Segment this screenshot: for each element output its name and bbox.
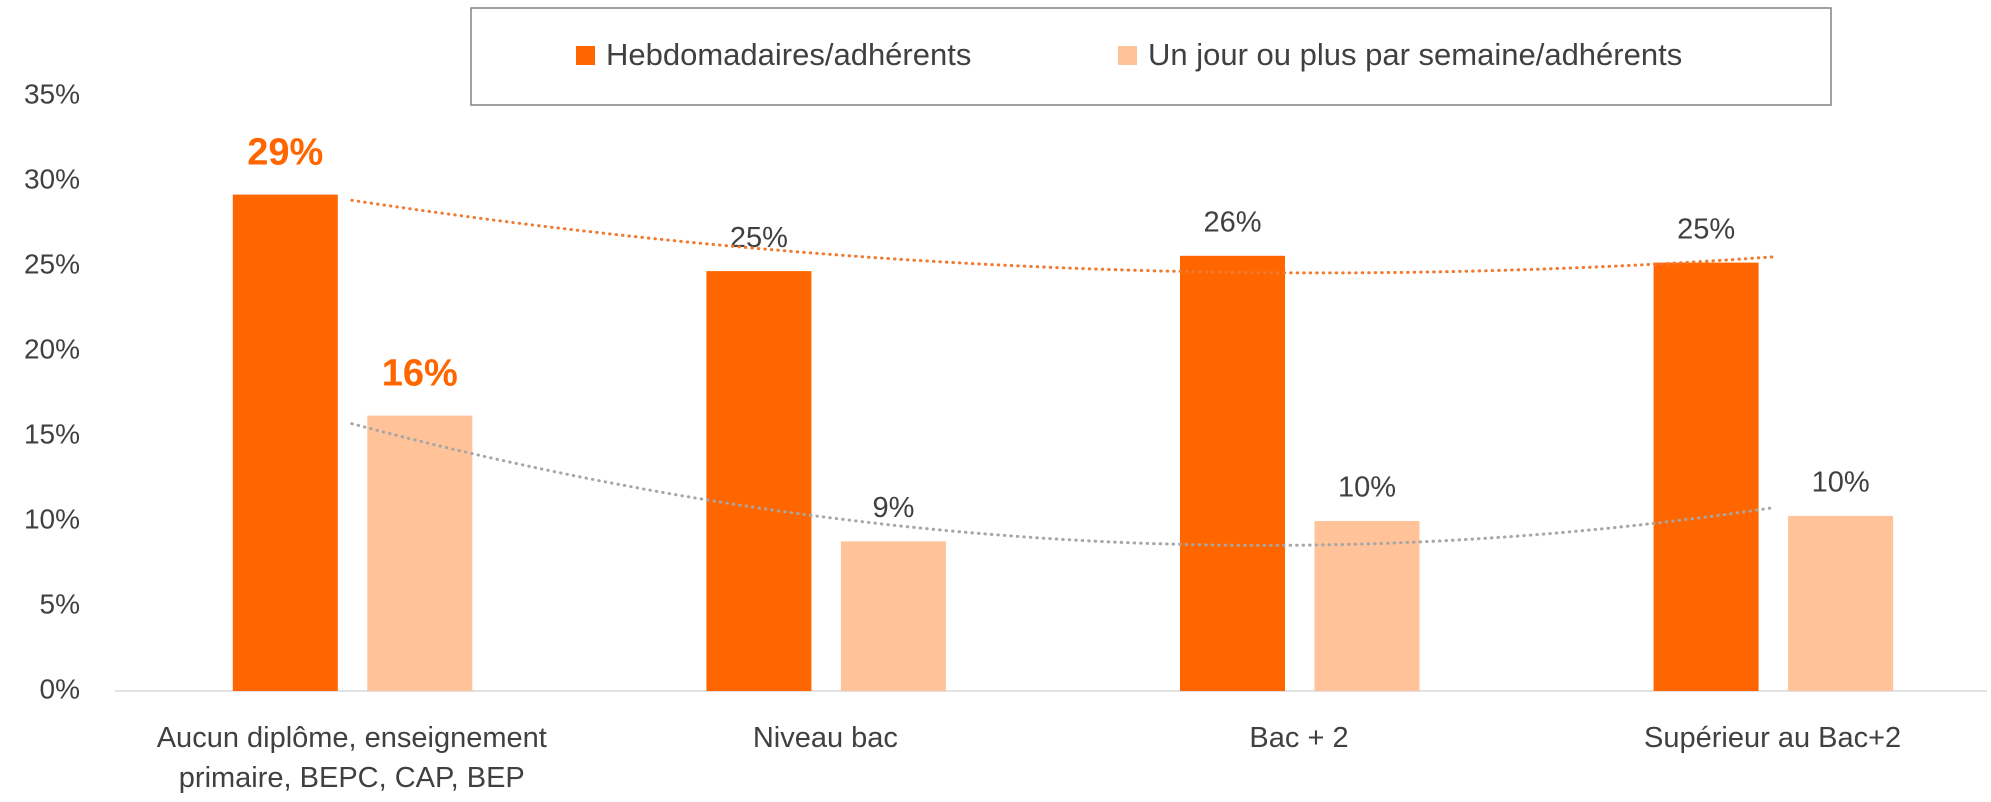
bar xyxy=(840,541,946,691)
bar xyxy=(1788,515,1894,691)
bar xyxy=(1180,255,1285,692)
legend-box xyxy=(470,7,1832,106)
data-label: 10% xyxy=(1338,472,1396,504)
trend-line xyxy=(350,422,1775,547)
data-label: 9% xyxy=(872,492,914,524)
y-tick-label: 30% xyxy=(24,163,80,194)
x-tick-label: Niveau bac xyxy=(752,722,898,754)
data-label: 10% xyxy=(1812,467,1870,499)
y-tick-label: 0% xyxy=(40,673,80,704)
bar xyxy=(1653,262,1759,691)
bar xyxy=(232,194,338,691)
legend-label: Un jour ou plus par semaine/adhérents xyxy=(1148,37,1682,72)
x-tick-label: Bac + 2 xyxy=(1249,722,1349,754)
y-tick-label: 10% xyxy=(24,503,80,534)
x-tick-label: Aucun diplôme, enseignement primaire, BE… xyxy=(156,722,547,794)
y-tick-label: 35% xyxy=(24,78,80,109)
y-tick-label: 5% xyxy=(40,588,80,619)
data-label: 25% xyxy=(1677,213,1735,245)
bar xyxy=(367,415,473,691)
y-tick-label: 25% xyxy=(24,248,80,279)
legend-swatch xyxy=(576,46,595,65)
y-tick-label: 20% xyxy=(24,333,80,364)
y-tick-label: 15% xyxy=(24,418,80,449)
x-tick-label: Supérieur au Bac+2 xyxy=(1644,722,1902,754)
data-label: 16% xyxy=(382,353,458,395)
legend-swatch xyxy=(1118,46,1137,65)
bar xyxy=(1314,521,1420,691)
data-label: 29% xyxy=(247,132,323,174)
data-label: 26% xyxy=(1203,206,1261,238)
legend-label: Hebdomadaires/adhérents xyxy=(606,37,971,72)
trend-line xyxy=(350,198,1775,275)
bar xyxy=(706,271,812,691)
